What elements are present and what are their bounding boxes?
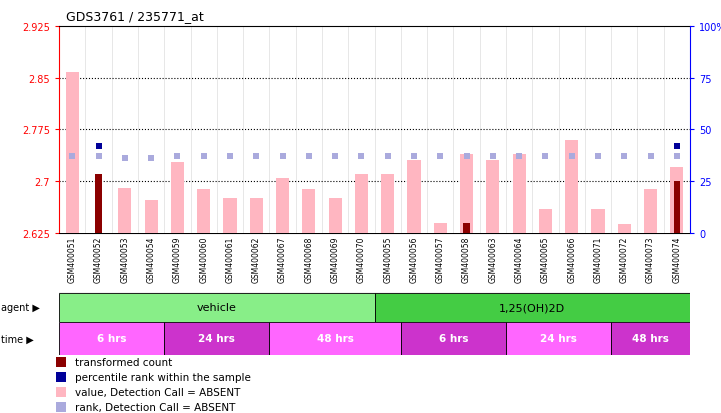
Text: GSM400067: GSM400067 (278, 236, 287, 283)
Text: GSM400071: GSM400071 (593, 236, 603, 282)
Bar (355, 175, 368, 233)
Text: agent ▶: agent ▶ (1, 303, 40, 313)
Bar (486, 161, 500, 233)
Bar (66, 73, 79, 233)
Bar (197, 190, 211, 233)
Bar (375, 293, 690, 322)
Text: GSM400068: GSM400068 (304, 236, 314, 282)
Text: transformed count: transformed count (74, 357, 172, 367)
Bar (401, 322, 506, 355)
Text: GSM400069: GSM400069 (331, 236, 340, 283)
Bar (673, 182, 680, 233)
Text: 6 hrs: 6 hrs (438, 334, 468, 344)
Text: GSM400051: GSM400051 (68, 236, 76, 282)
Text: 24 hrs: 24 hrs (540, 334, 577, 344)
Bar (329, 199, 342, 233)
Text: GSM400059: GSM400059 (173, 236, 182, 283)
Bar (164, 322, 270, 355)
Bar (506, 322, 611, 355)
Bar (171, 162, 184, 233)
Bar (539, 209, 552, 233)
Text: GSM400053: GSM400053 (120, 236, 129, 283)
Text: GSM400062: GSM400062 (252, 236, 261, 282)
Text: time ▶: time ▶ (1, 334, 34, 344)
Bar (464, 223, 470, 233)
Text: 24 hrs: 24 hrs (198, 334, 235, 344)
Bar (144, 201, 158, 233)
Text: GSM400063: GSM400063 (488, 236, 497, 283)
Bar (59, 322, 164, 355)
Text: GSM400052: GSM400052 (94, 236, 103, 282)
Bar (276, 179, 289, 233)
Bar (618, 224, 631, 233)
Text: GSM400055: GSM400055 (383, 236, 392, 283)
Bar (270, 322, 401, 355)
Text: GSM400070: GSM400070 (357, 236, 366, 283)
Bar (118, 189, 131, 233)
Bar (224, 199, 236, 233)
Text: GSM400073: GSM400073 (646, 236, 655, 283)
Text: rank, Detection Call = ABSENT: rank, Detection Call = ABSENT (74, 402, 235, 412)
Text: GSM400072: GSM400072 (620, 236, 629, 282)
Text: GSM400054: GSM400054 (146, 236, 156, 283)
Text: 6 hrs: 6 hrs (97, 334, 126, 344)
Text: GSM400064: GSM400064 (515, 236, 523, 283)
Text: vehicle: vehicle (197, 303, 236, 313)
Text: value, Detection Call = ABSENT: value, Detection Call = ABSENT (74, 387, 240, 397)
Text: 48 hrs: 48 hrs (317, 334, 353, 344)
Bar (671, 168, 684, 233)
Text: GSM400074: GSM400074 (673, 236, 681, 283)
Text: percentile rank within the sample: percentile rank within the sample (74, 372, 250, 382)
Text: GSM400060: GSM400060 (199, 236, 208, 283)
Bar (434, 223, 447, 233)
Bar (460, 154, 473, 233)
Bar (302, 190, 315, 233)
Bar (591, 209, 605, 233)
Text: GSM400056: GSM400056 (410, 236, 418, 283)
Text: GSM400065: GSM400065 (541, 236, 550, 283)
Bar (249, 199, 263, 233)
Text: GSM400057: GSM400057 (435, 236, 445, 283)
Bar (407, 161, 420, 233)
Bar (611, 322, 690, 355)
Bar (513, 154, 526, 233)
Bar (565, 140, 578, 233)
Text: 1,25(OH)2D: 1,25(OH)2D (499, 303, 565, 313)
Bar (381, 175, 394, 233)
Bar (59, 293, 375, 322)
Text: 48 hrs: 48 hrs (632, 334, 669, 344)
Text: GSM400066: GSM400066 (567, 236, 576, 283)
Bar (95, 175, 102, 233)
Text: GDS3761 / 235771_at: GDS3761 / 235771_at (66, 10, 204, 23)
Text: GSM400061: GSM400061 (226, 236, 234, 282)
Text: GSM400058: GSM400058 (462, 236, 471, 282)
Bar (644, 190, 657, 233)
